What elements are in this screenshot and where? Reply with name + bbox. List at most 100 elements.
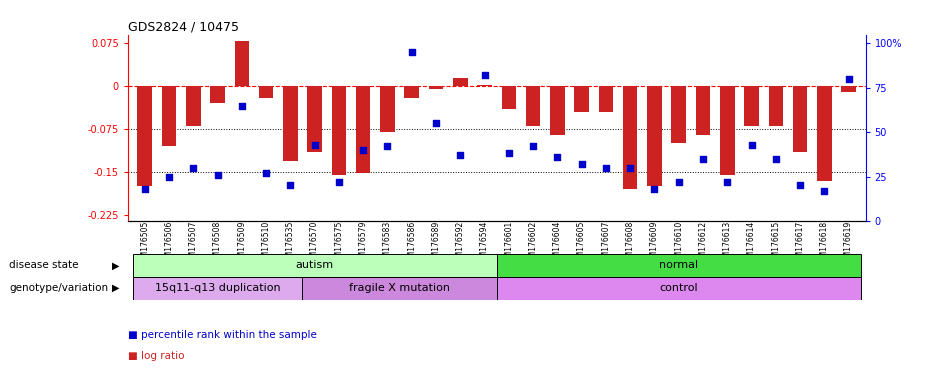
- Text: GSM176608: GSM176608: [625, 221, 635, 267]
- Text: ▶: ▶: [112, 283, 119, 293]
- Text: GSM176589: GSM176589: [431, 221, 441, 267]
- Text: GSM176619: GSM176619: [844, 221, 853, 267]
- Point: [574, 161, 589, 167]
- Point: [283, 182, 298, 189]
- Text: GSM176535: GSM176535: [286, 221, 295, 267]
- Text: ■ log ratio: ■ log ratio: [128, 351, 184, 361]
- Bar: [186, 86, 201, 126]
- Point: [185, 165, 201, 171]
- Bar: [793, 86, 807, 152]
- Point: [331, 179, 346, 185]
- Text: GSM176604: GSM176604: [552, 221, 562, 267]
- Bar: [453, 78, 467, 86]
- Point: [550, 154, 565, 160]
- Point: [356, 147, 371, 153]
- Point: [404, 49, 419, 55]
- Text: GSM176575: GSM176575: [334, 221, 343, 267]
- Text: GSM176602: GSM176602: [529, 221, 537, 267]
- Bar: [404, 86, 419, 98]
- Bar: [574, 86, 588, 112]
- Text: GSM176594: GSM176594: [480, 221, 489, 267]
- Bar: [841, 86, 856, 92]
- Bar: [550, 86, 565, 135]
- Bar: [332, 86, 346, 175]
- Bar: [259, 86, 273, 98]
- Bar: [526, 86, 540, 126]
- Text: GSM176614: GSM176614: [747, 221, 756, 267]
- Text: 15q11-q13 duplication: 15q11-q13 duplication: [155, 283, 280, 293]
- Bar: [768, 86, 783, 126]
- Bar: [622, 86, 638, 189]
- Text: GSM176605: GSM176605: [577, 221, 587, 267]
- Point: [429, 120, 444, 126]
- Text: ■ percentile rank within the sample: ■ percentile rank within the sample: [128, 330, 317, 340]
- Point: [501, 151, 517, 157]
- Text: GSM176583: GSM176583: [383, 221, 392, 267]
- Text: ▶: ▶: [112, 260, 119, 270]
- Text: GSM176592: GSM176592: [456, 221, 464, 267]
- Bar: [235, 41, 249, 86]
- Text: GSM176610: GSM176610: [674, 221, 683, 267]
- Bar: [356, 86, 371, 173]
- Text: GSM176508: GSM176508: [213, 221, 222, 267]
- Point: [477, 72, 492, 78]
- Bar: [307, 86, 322, 152]
- Bar: [283, 86, 298, 161]
- Bar: [817, 86, 832, 181]
- Bar: [380, 86, 394, 132]
- Text: GSM176617: GSM176617: [796, 221, 804, 267]
- Point: [235, 103, 250, 109]
- Point: [380, 143, 395, 149]
- Text: GSM176505: GSM176505: [140, 221, 149, 267]
- Bar: [132, 254, 497, 277]
- Point: [744, 141, 759, 147]
- Text: GSM176618: GSM176618: [820, 221, 829, 267]
- Bar: [132, 277, 303, 300]
- Text: GSM176510: GSM176510: [261, 221, 271, 267]
- Text: autism: autism: [295, 260, 334, 270]
- Point: [210, 172, 225, 178]
- Bar: [477, 85, 492, 86]
- Text: GDS2824 / 10475: GDS2824 / 10475: [128, 20, 238, 33]
- Bar: [210, 86, 225, 103]
- Text: GSM176507: GSM176507: [189, 221, 198, 267]
- Text: fragile X mutation: fragile X mutation: [349, 283, 450, 293]
- Text: GSM176586: GSM176586: [407, 221, 416, 267]
- Point: [622, 165, 638, 171]
- Bar: [501, 86, 517, 109]
- Bar: [497, 254, 861, 277]
- Text: GSM176609: GSM176609: [650, 221, 659, 267]
- Bar: [429, 86, 444, 89]
- Point: [258, 170, 273, 176]
- Bar: [137, 86, 152, 187]
- Text: GSM176607: GSM176607: [602, 221, 610, 267]
- Point: [793, 182, 808, 189]
- Point: [768, 156, 783, 162]
- Text: GSM176506: GSM176506: [165, 221, 173, 267]
- Bar: [695, 86, 710, 135]
- Text: GSM176570: GSM176570: [310, 221, 319, 267]
- Bar: [599, 86, 613, 112]
- Point: [453, 152, 468, 158]
- Bar: [647, 86, 661, 187]
- Bar: [497, 277, 861, 300]
- Bar: [672, 86, 686, 144]
- Text: genotype/variation: genotype/variation: [9, 283, 109, 293]
- Point: [816, 188, 832, 194]
- Text: GSM176579: GSM176579: [359, 221, 368, 267]
- Point: [720, 179, 735, 185]
- Point: [137, 186, 152, 192]
- Point: [841, 76, 856, 82]
- Text: control: control: [659, 283, 698, 293]
- Bar: [303, 277, 497, 300]
- Bar: [745, 86, 759, 126]
- Text: GSM176509: GSM176509: [237, 221, 246, 267]
- Point: [695, 156, 710, 162]
- Point: [598, 165, 613, 171]
- Text: GSM176613: GSM176613: [723, 221, 732, 267]
- Text: GSM176601: GSM176601: [504, 221, 514, 267]
- Bar: [720, 86, 734, 175]
- Text: GSM176615: GSM176615: [771, 221, 780, 267]
- Point: [162, 174, 177, 180]
- Text: disease state: disease state: [9, 260, 79, 270]
